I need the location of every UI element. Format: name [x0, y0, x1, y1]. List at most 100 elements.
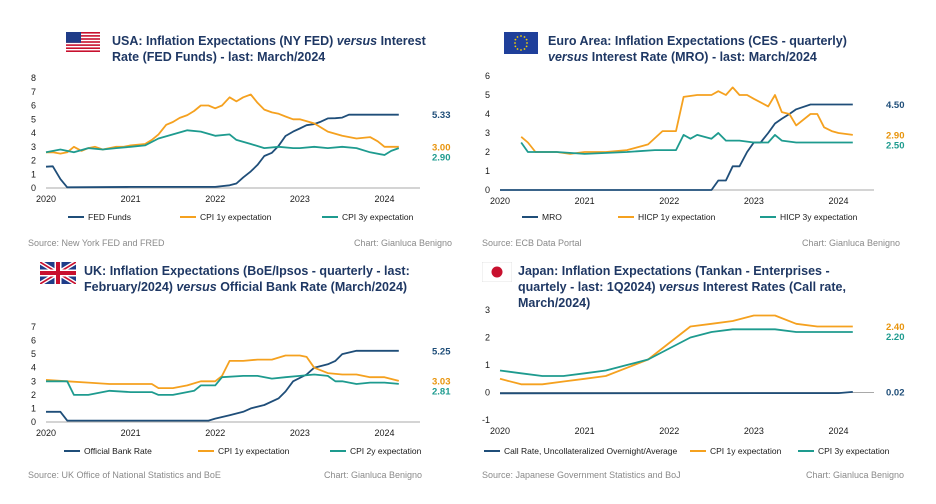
y-tick-label: 1	[31, 169, 36, 179]
legend-entry: HICP 1y expectation	[638, 212, 716, 222]
x-tick-label: 2020	[490, 196, 510, 206]
euro-area-panel: Euro Area: Inflation Expectations (CES -…	[468, 0, 936, 252]
y-tick-label: 1	[485, 360, 490, 370]
y-tick-label: 4	[485, 109, 490, 119]
source-note: Source: ECB Data Portal	[482, 238, 582, 248]
x-tick-label: 2021	[575, 196, 595, 206]
y-tick-label: 5	[485, 90, 490, 100]
x-tick-label: 2023	[290, 428, 310, 438]
x-tick-label: 2022	[659, 196, 679, 206]
legend-entry: MRO	[542, 212, 562, 222]
chart-title: UK: Inflation Expectations (BoE/Ipsos - …	[84, 264, 410, 294]
usa-chart: 0 1 2 3 4 5 6 7 8 2020 2021 2022 2023 2024 5.33 3.002.9…	[31, 73, 451, 222]
series-line	[499, 314, 853, 386]
legend-entry: CPI 2y expectation	[350, 446, 422, 456]
data-label: 3.03	[432, 376, 451, 387]
legend-entry: HICP 3y expectation	[780, 212, 858, 222]
x-tick-label: 2022	[205, 194, 225, 204]
data-label: 2.81	[432, 386, 451, 397]
y-tick-label: 0	[485, 185, 490, 195]
chart-credit: Chart: Gianluca Benigno	[801, 238, 900, 248]
uk-chart: 0 1 2 3 4 5 6 7 2020 2021 2022 2023 2024 5.25 3.032.81…	[31, 322, 451, 456]
y-tick-label: -1	[482, 415, 490, 425]
legend-entry: CPI 1y expectation	[200, 212, 272, 222]
y-tick-label: 3	[31, 376, 36, 386]
series-line	[520, 132, 853, 155]
legend-entry: Official Bank Rate	[84, 446, 152, 456]
chart-credit: Chart: Gianluca Benigno	[353, 238, 452, 248]
y-tick-label: 3	[485, 305, 490, 315]
x-tick-label: 2024	[828, 196, 848, 206]
y-tick-label: 4	[31, 363, 36, 373]
x-tick-label: 2021	[121, 428, 141, 438]
data-label: 0.02	[886, 387, 905, 398]
source-note: Source: Japanese Government Statistics a…	[482, 470, 681, 480]
data-label: 2.90	[886, 130, 905, 141]
y-tick-label: 3	[31, 142, 36, 152]
y-tick-label: 6	[485, 71, 490, 81]
data-label: 2.90	[432, 152, 451, 163]
y-tick-label: 2	[31, 390, 36, 400]
y-tick-label: 0	[31, 417, 36, 427]
x-tick-label: 2021	[575, 426, 595, 436]
series-line	[45, 129, 400, 156]
x-tick-label: 2024	[374, 428, 394, 438]
y-tick-label: 5	[31, 349, 36, 359]
x-tick-label: 2024	[374, 194, 394, 204]
data-label: 5.25	[432, 346, 451, 357]
x-tick-label: 2023	[744, 196, 764, 206]
us-flag-icon	[66, 32, 100, 52]
y-tick-label: 4	[31, 128, 36, 138]
legend-entry: CPI 1y expectation	[218, 446, 290, 456]
y-tick-label: 3	[485, 128, 490, 138]
x-tick-label: 2023	[744, 426, 764, 436]
uk-panel: UK: Inflation Expectations (BoE/Ipsos - …	[0, 252, 468, 504]
data-label: 2.40	[886, 322, 905, 333]
series-line	[520, 86, 853, 155]
data-label: 4.50	[886, 100, 905, 111]
euro-area-chart: 0 1 2 3 4 5 6 2020 2021 2022 2023 2024 4.50 2.902.50 M…	[485, 71, 905, 222]
series-line	[499, 328, 853, 377]
y-tick-label: 1	[485, 166, 490, 176]
y-tick-label: 1	[31, 403, 36, 413]
x-tick-label: 2022	[205, 428, 225, 438]
japan-panel: Japan: Inflation Expectations (Tankan - …	[468, 252, 936, 504]
legend-entry: FED Funds	[88, 212, 131, 222]
data-label: 3.00	[432, 142, 451, 153]
series-line	[46, 349, 399, 422]
data-label: 2.50	[886, 140, 905, 151]
series-line	[46, 373, 399, 396]
x-tick-label: 2022	[659, 426, 679, 436]
chart-credit: Chart: Gianluca Benigno	[805, 470, 904, 480]
y-tick-label: 7	[31, 87, 36, 97]
y-tick-label: 0	[485, 388, 490, 398]
x-tick-label: 2020	[490, 426, 510, 436]
japan-flag-icon	[482, 262, 512, 282]
data-label: 2.20	[886, 332, 905, 343]
eu-flag-icon	[504, 32, 538, 54]
legend-entry: CPI 1y expectation	[710, 446, 782, 456]
chart-title: Euro Area: Inflation Expectations (CES -…	[548, 34, 847, 64]
legend-entry: CPI 3y expectation	[818, 446, 890, 456]
y-tick-label: 0	[31, 183, 36, 193]
chart-title: USA: Inflation Expectations (NY FED) ver…	[112, 34, 426, 64]
x-tick-label: 2024	[828, 426, 848, 436]
y-tick-label: 8	[31, 73, 36, 83]
series-line	[45, 354, 400, 390]
x-tick-label: 2023	[290, 194, 310, 204]
y-tick-label: 2	[485, 333, 490, 343]
x-tick-label: 2020	[36, 428, 56, 438]
y-tick-label: 2	[485, 147, 490, 157]
chart-title: Japan: Inflation Expectations (Tankan - …	[518, 264, 846, 310]
y-tick-label: 5	[31, 114, 36, 124]
series-line	[500, 103, 853, 191]
y-tick-label: 6	[31, 101, 36, 111]
source-note: Source: New York FED and FRED	[28, 238, 165, 248]
uk-flag-icon	[40, 262, 76, 284]
y-tick-label: 2	[31, 156, 36, 166]
legend-entry: CPI 3y expectation	[342, 212, 414, 222]
usa-panel: USA: Inflation Expectations (NY FED) ver…	[0, 0, 468, 252]
chart-credit: Chart: Gianluca Benigno	[323, 470, 422, 480]
series-line	[45, 113, 399, 189]
y-tick-label: 7	[31, 322, 36, 332]
